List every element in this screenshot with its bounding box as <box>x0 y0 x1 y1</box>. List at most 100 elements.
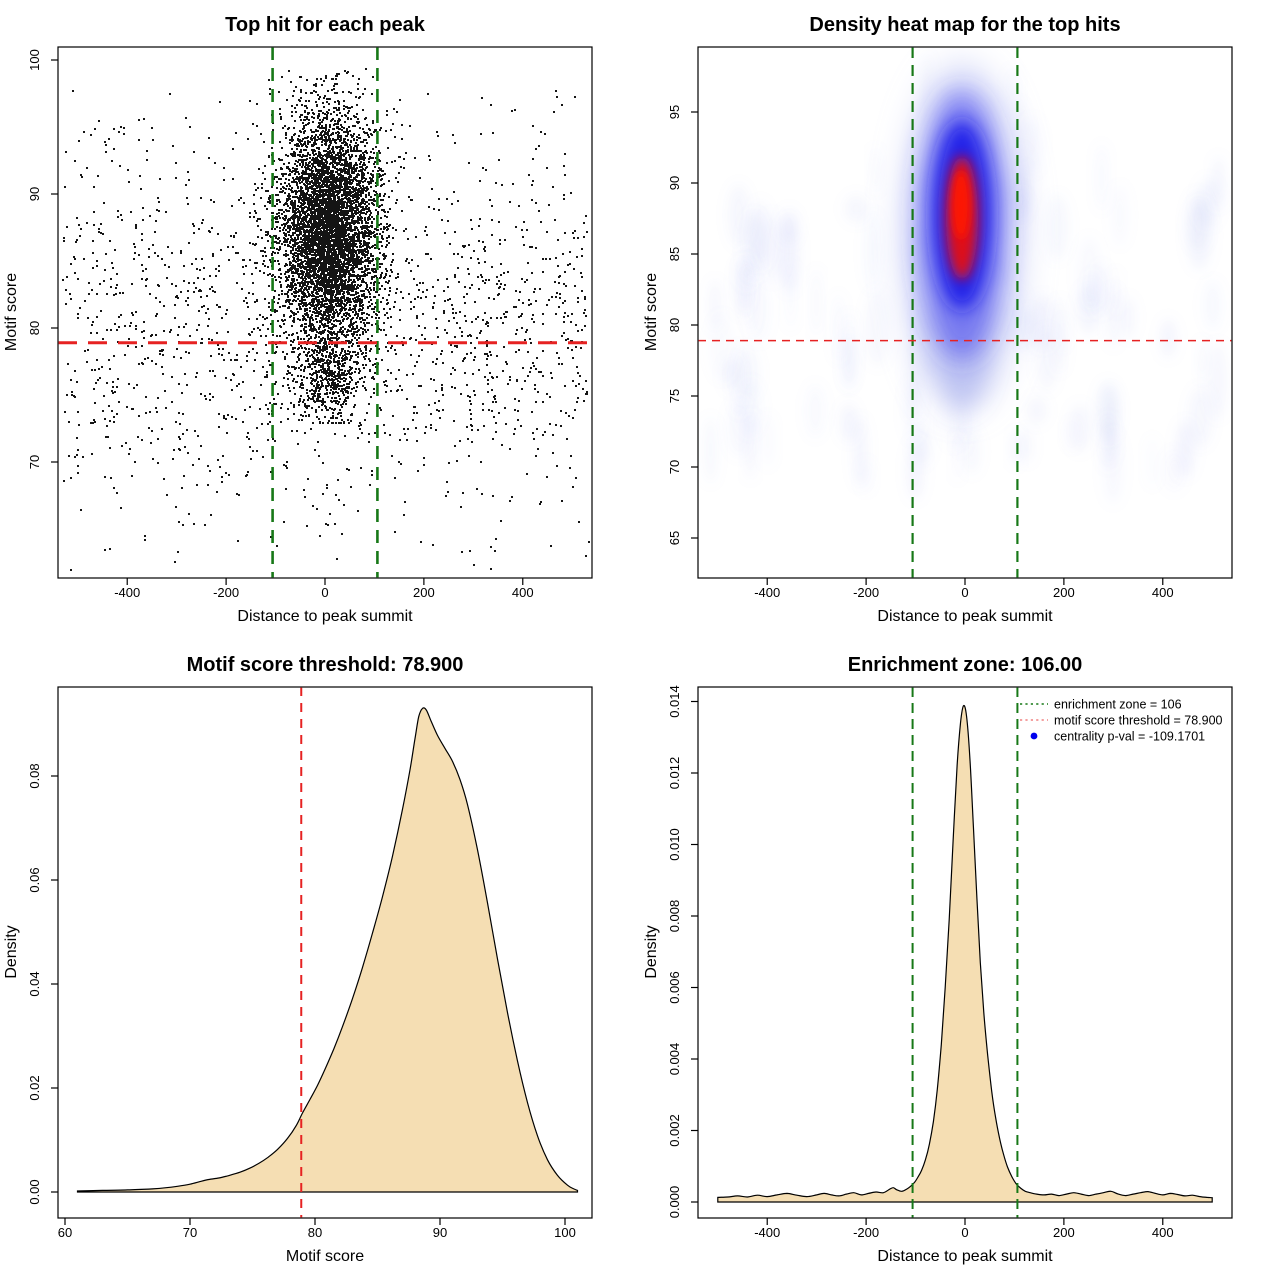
heat-noise-blob <box>812 267 821 338</box>
score-density-title: Motif score threshold: 78.900 <box>187 654 464 676</box>
y-tick-label: 100 <box>27 49 42 71</box>
x-tick-label: 70 <box>183 1225 197 1240</box>
heat-noise-blob <box>1111 184 1128 247</box>
heat-noise-blob <box>1198 338 1207 382</box>
x-tick-label: 400 <box>512 585 534 600</box>
y-tick-label: 0.006 <box>667 971 682 1004</box>
x-tick-label: -400 <box>754 1225 780 1240</box>
scatter-points <box>62 68 590 571</box>
score-density-curve <box>76 707 579 1193</box>
heatmap-content: -400 -200 0 200 400 65 70 75 80 85 90 95 <box>667 46 1233 600</box>
scatter-ylabel: Motif score <box>3 273 20 351</box>
heat-noise-blob <box>1175 420 1196 478</box>
heat-noise-blob <box>852 416 868 488</box>
heat-noise-blob <box>737 256 756 289</box>
heat-noise-blob <box>1026 395 1048 425</box>
heat-noise-blob <box>863 210 882 291</box>
scatter-title: Top hit for each peak <box>225 14 426 36</box>
distance-density-ylabel: Density <box>643 925 660 978</box>
legend-sample-centrality-point <box>1030 732 1038 740</box>
heat-noise-blob <box>1096 381 1119 441</box>
y-tick-label: 0.000 <box>667 1186 682 1219</box>
heat-noise-blob <box>841 311 857 392</box>
legend-label-centrality: centrality p-val = -109.1701 <box>1054 730 1205 744</box>
score-density-panel: 60 70 80 90 100 0.00 0.02 0.04 0.06 0.08 Motif sc… <box>0 640 640 1280</box>
heat-noise-blob <box>1107 286 1120 348</box>
x-tick-label: 0 <box>321 585 328 600</box>
y-tick-label: 70 <box>27 455 42 469</box>
y-tick-label: 0.04 <box>27 971 42 996</box>
heat-noise-blob <box>864 289 891 367</box>
legend-samples <box>1020 703 1048 740</box>
y-tick-label: 0.06 <box>27 867 42 892</box>
heat-red-hotspot <box>952 171 970 239</box>
x-tick-label: 200 <box>413 585 435 600</box>
heat-noise-blob <box>1203 279 1223 332</box>
distance-density-curve <box>717 704 1213 1203</box>
scatter-xlabel: Distance to peak summit <box>237 608 413 625</box>
y-tick-label: 0.012 <box>667 757 682 790</box>
heat-noise-blob <box>953 431 962 483</box>
y-tick-label: 0.008 <box>667 900 682 933</box>
heat-noise-blob <box>906 439 924 501</box>
heat-noise-blob <box>1020 428 1033 464</box>
heat-noise-blob <box>844 194 869 224</box>
y-tick-label: 65 <box>667 531 682 545</box>
y-tick-label: 95 <box>667 105 682 119</box>
x-tick-label: 200 <box>1053 585 1075 600</box>
distance-density-xlabel: Distance to peak summit <box>877 1248 1053 1265</box>
heat-noise-blob <box>1096 143 1108 212</box>
heat-noise-blob <box>1187 200 1212 271</box>
y-tick-label: 75 <box>667 389 682 403</box>
y-tick-label: 0.010 <box>667 828 682 861</box>
distance-density-title: Enrichment zone: 106.00 <box>848 654 1083 676</box>
score-density-content: 60 70 80 90 100 0.00 0.02 0.04 0.06 0.08 <box>27 686 593 1240</box>
heat-noise-blob <box>1160 318 1177 359</box>
y-tick-label: 0.00 <box>27 1179 42 1204</box>
heat-noise-blob <box>745 412 756 481</box>
heat-noise-blob <box>1101 415 1115 470</box>
heat-noise-blob <box>1147 435 1158 489</box>
x-tick-label: -400 <box>754 585 780 600</box>
y-tick-label: 0.02 <box>27 1075 42 1100</box>
y-tick-label: 90 <box>667 176 682 190</box>
x-tick-label: 0 <box>961 585 968 600</box>
y-tick-label: 80 <box>27 321 42 335</box>
heat-noise-blob <box>727 183 750 247</box>
y-tick-label: 0.004 <box>667 1043 682 1076</box>
y-tick-label: 85 <box>667 247 682 261</box>
heat-noise-blob <box>1011 430 1022 466</box>
y-tick-label: 80 <box>667 318 682 332</box>
heat-noise-blob <box>1120 296 1136 339</box>
heat-noise-blob <box>709 313 735 382</box>
heat-noise-blob <box>703 416 718 485</box>
heat-noise-blob <box>805 383 826 439</box>
heat-noise-blob <box>905 340 923 419</box>
x-tick-label: 90 <box>433 1225 447 1240</box>
heat-noise-blob <box>1212 156 1225 209</box>
x-tick-label: -200 <box>213 585 239 600</box>
heat-noise-blob <box>1188 386 1213 448</box>
legend-label-enrichment-zone: enrichment zone = 106 <box>1054 698 1182 712</box>
score-density-ylabel: Density <box>3 925 20 978</box>
heat-noise-blob <box>778 217 800 293</box>
legend: enrichment zone = 106 motif score thresh… <box>1054 698 1223 744</box>
scatter-panel: -400 -200 0 200 400 70 80 90 100 Top hit for eac… <box>0 0 640 640</box>
x-tick-label: 60 <box>58 1225 72 1240</box>
heat-noise-blob <box>731 342 749 417</box>
plot-box <box>57 686 593 1219</box>
heat-noise-blob <box>1031 294 1055 348</box>
heat-noise-blob <box>1208 341 1227 420</box>
x-tick-label: 100 <box>554 1225 576 1240</box>
x-tick-label: 400 <box>1152 585 1174 600</box>
heat-noise-blob <box>1068 403 1091 453</box>
distance-density-content: -400 -200 0 200 400 0.000 0.002 0.004 0.006 0.008… <box>667 685 1233 1240</box>
heat-noise-blob <box>1092 264 1111 315</box>
heat-noise-blob <box>962 427 981 475</box>
heat-blob <box>698 47 1232 578</box>
y-tick-label: 0.002 <box>667 1114 682 1147</box>
heat-noise-blob <box>871 146 880 194</box>
x-tick-label: -200 <box>853 1225 879 1240</box>
x-tick-label: -400 <box>114 585 140 600</box>
